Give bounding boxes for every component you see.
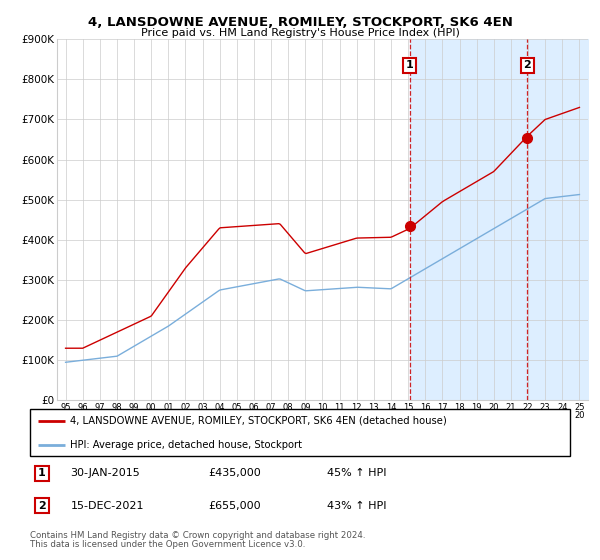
Text: 4, LANSDOWNE AVENUE, ROMILEY, STOCKPORT, SK6 4EN (detached house): 4, LANSDOWNE AVENUE, ROMILEY, STOCKPORT,… bbox=[71, 416, 447, 426]
Text: 43% ↑ HPI: 43% ↑ HPI bbox=[327, 501, 386, 511]
Text: 4, LANSDOWNE AVENUE, ROMILEY, STOCKPORT, SK6 4EN: 4, LANSDOWNE AVENUE, ROMILEY, STOCKPORT,… bbox=[88, 16, 512, 29]
Text: 1: 1 bbox=[406, 60, 413, 71]
Text: 2: 2 bbox=[523, 60, 531, 71]
Text: 2: 2 bbox=[38, 501, 46, 511]
Text: 45% ↑ HPI: 45% ↑ HPI bbox=[327, 468, 386, 478]
Text: £435,000: £435,000 bbox=[208, 468, 261, 478]
Text: £655,000: £655,000 bbox=[208, 501, 261, 511]
Text: HPI: Average price, detached house, Stockport: HPI: Average price, detached house, Stoc… bbox=[71, 440, 302, 450]
Text: 1: 1 bbox=[38, 468, 46, 478]
FancyBboxPatch shape bbox=[30, 409, 570, 456]
Text: 30-JAN-2015: 30-JAN-2015 bbox=[71, 468, 140, 478]
Text: This data is licensed under the Open Government Licence v3.0.: This data is licensed under the Open Gov… bbox=[30, 540, 305, 549]
Text: Contains HM Land Registry data © Crown copyright and database right 2024.: Contains HM Land Registry data © Crown c… bbox=[30, 531, 365, 540]
Text: Price paid vs. HM Land Registry's House Price Index (HPI): Price paid vs. HM Land Registry's House … bbox=[140, 28, 460, 38]
Text: 15-DEC-2021: 15-DEC-2021 bbox=[71, 501, 144, 511]
